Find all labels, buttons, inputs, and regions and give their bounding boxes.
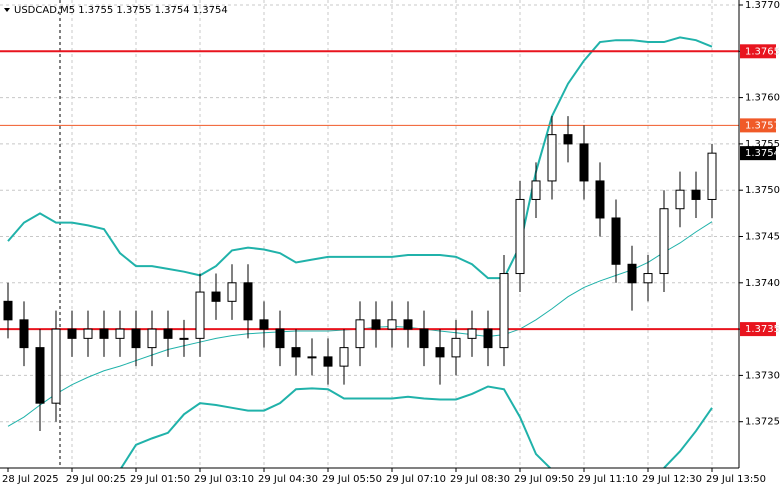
current-price-label: 1.3754 <box>745 148 780 159</box>
y-tick-label: 1.3730 <box>745 370 780 381</box>
candle-body <box>291 347 301 358</box>
candle-body <box>659 208 669 275</box>
candle-body <box>403 319 413 330</box>
price-level-label: 1.3757 <box>745 120 780 131</box>
x-tick-label: 29 Jul 13:50 <box>706 474 766 485</box>
candle-body <box>243 282 253 321</box>
price-level-tag <box>740 44 776 59</box>
lower-band <box>119 385 552 468</box>
y-tick-label: 1.3725 <box>745 417 780 428</box>
candle-body <box>643 273 653 284</box>
x-tick-label: 29 Jul 05:50 <box>322 474 382 485</box>
y-tick-label: 1.3750 <box>745 185 780 196</box>
candle-body <box>307 356 317 359</box>
candle-body <box>579 143 589 182</box>
candle-body <box>19 319 29 349</box>
candle-body <box>707 152 717 200</box>
chart-title: USDCAD,M5 1.3755 1.3755 1.3754 1.3754 <box>14 5 228 16</box>
candle-body <box>547 134 557 182</box>
candle-body <box>371 319 381 330</box>
candle-body <box>195 291 205 339</box>
candle-body <box>691 189 701 200</box>
candle-body <box>467 328 477 339</box>
candle-body <box>147 328 157 349</box>
current-price-tag <box>740 146 776 161</box>
candle-body <box>3 300 13 321</box>
candle-body <box>339 347 349 367</box>
candle-body <box>595 180 605 219</box>
y-tick-label: 1.3760 <box>745 93 780 104</box>
candle-body <box>51 328 61 404</box>
candle-body <box>131 328 141 349</box>
plot-area <box>0 36 739 468</box>
candle-body <box>355 319 365 349</box>
x-tick-label: 29 Jul 11:10 <box>578 474 638 485</box>
upper-band <box>7 36 713 280</box>
x-tick-label: 28 Jul 2025 <box>2 474 59 485</box>
y-tick-label: 1.3770 <box>745 0 780 11</box>
candle-body <box>451 337 461 358</box>
candle-body <box>99 328 109 339</box>
candle-body <box>515 198 525 275</box>
y-tick-label: 1.3755 <box>745 139 780 150</box>
price-level-label: 1.3765 <box>745 46 780 57</box>
y-tick-label: 1.3740 <box>745 278 780 289</box>
candle-body <box>611 217 621 265</box>
candle-body <box>179 337 189 340</box>
candle-body <box>419 328 429 349</box>
x-tick-label: 29 Jul 01:50 <box>130 474 190 485</box>
candle-body <box>211 291 221 302</box>
candle-body <box>627 263 637 284</box>
x-tick-label: 29 Jul 07:10 <box>386 474 446 485</box>
candle-body <box>35 347 45 404</box>
candle-body <box>83 328 93 339</box>
candle-body <box>483 328 493 349</box>
price-level-tag <box>740 118 776 133</box>
candle-body <box>387 319 397 330</box>
candle-body <box>499 273 509 349</box>
candle-body <box>115 328 125 339</box>
x-tick-label: 29 Jul 08:30 <box>450 474 510 485</box>
candle-body <box>227 282 237 302</box>
price-level-label: 1.3735 <box>745 324 780 335</box>
candle-body <box>531 180 541 200</box>
x-tick-label: 29 Jul 12:30 <box>642 474 702 485</box>
lower-band <box>663 407 713 468</box>
candle-body <box>323 356 333 367</box>
x-tick-label: 29 Jul 03:10 <box>194 474 254 485</box>
menu-arrow[interactable] <box>4 8 10 12</box>
candle-body <box>675 189 685 210</box>
candle-body <box>67 328 77 339</box>
candle-body <box>563 134 573 145</box>
x-tick-label: 29 Jul 09:50 <box>514 474 574 485</box>
candle-body <box>163 328 173 339</box>
candle-body <box>435 347 445 358</box>
x-tick-label: 29 Jul 04:30 <box>258 474 318 485</box>
price-level-tag <box>740 322 776 337</box>
candle-body <box>259 319 269 330</box>
x-tick-label: 29 Jul 00:25 <box>66 474 126 485</box>
grid <box>0 0 739 468</box>
candle-body <box>275 328 285 349</box>
y-tick-label: 1.3745 <box>745 232 780 243</box>
